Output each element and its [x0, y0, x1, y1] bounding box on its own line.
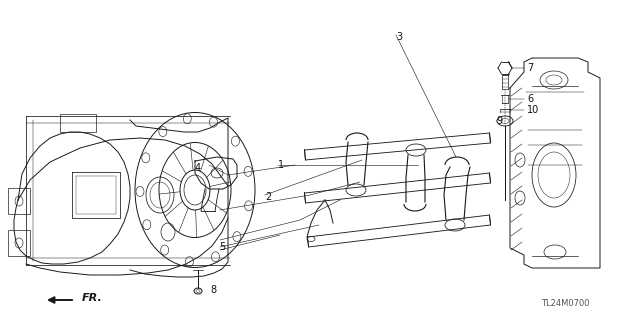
Text: 10: 10 — [527, 105, 540, 115]
Text: 4: 4 — [195, 163, 201, 173]
Text: 9: 9 — [496, 116, 502, 126]
Text: 1: 1 — [278, 160, 284, 170]
FancyArrowPatch shape — [49, 297, 72, 303]
Text: TL24M0700: TL24M0700 — [541, 300, 589, 308]
Text: 2: 2 — [265, 192, 271, 202]
Text: 3: 3 — [396, 32, 402, 42]
Text: 6: 6 — [527, 94, 533, 104]
Text: 5: 5 — [219, 242, 225, 252]
Text: 7: 7 — [527, 63, 533, 73]
Text: FR.: FR. — [82, 293, 103, 303]
Text: 8: 8 — [210, 285, 216, 295]
